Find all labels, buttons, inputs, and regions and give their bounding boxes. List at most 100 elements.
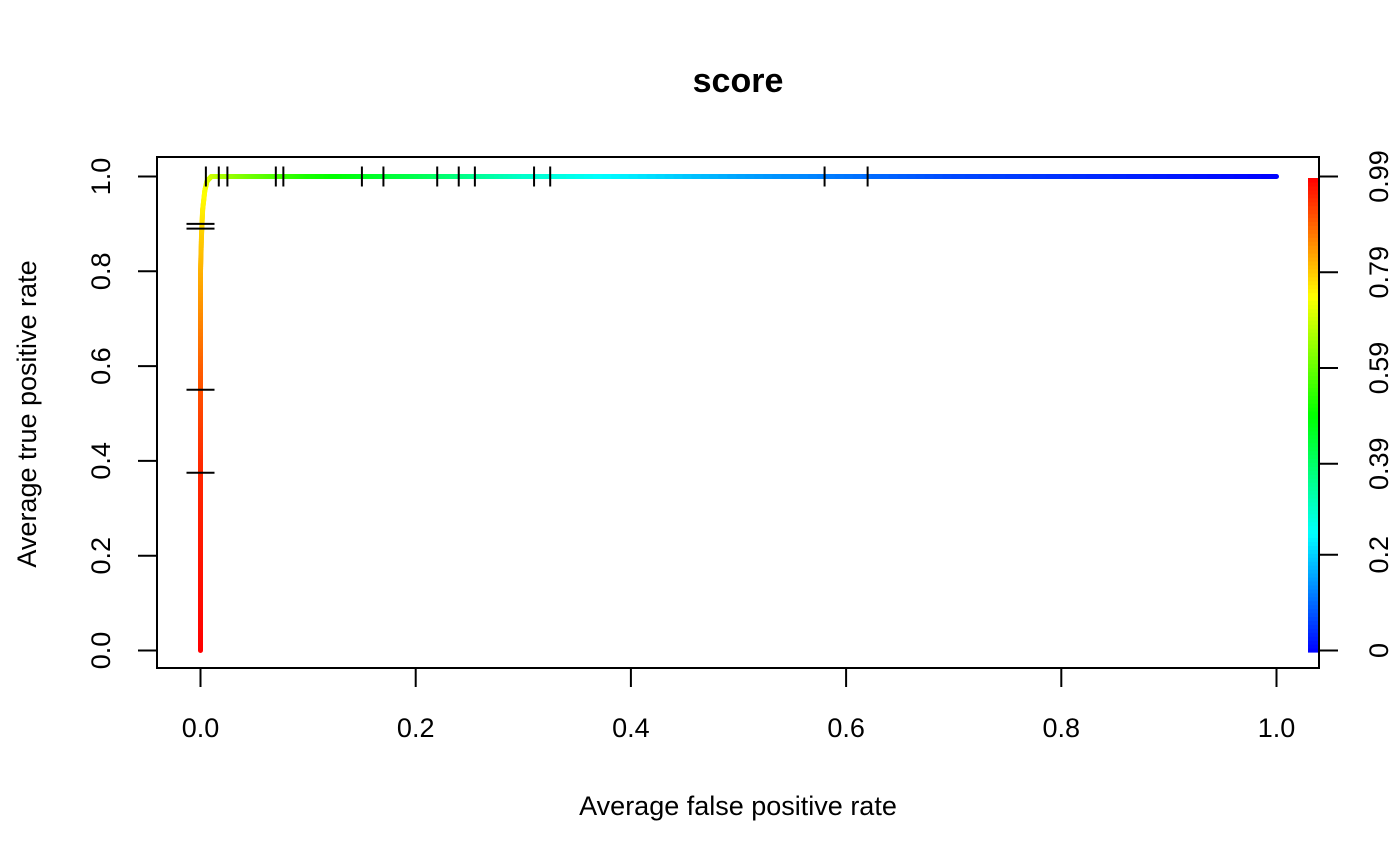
- error-bars: [186, 166, 869, 474]
- colorbar-segment: [1308, 434, 1318, 440]
- x-tick-label: 0.0: [182, 713, 220, 743]
- colorbar-segment: [1308, 454, 1318, 460]
- colorbar-segment: [1308, 573, 1318, 578]
- colorbar-segment: [1308, 466, 1318, 471]
- x-tick-label: 1.0: [1258, 713, 1296, 743]
- colorbar-segment: [1308, 470, 1318, 475]
- colorbar-segment: [1308, 430, 1318, 436]
- colorbar-segment: [1308, 482, 1318, 487]
- colorbar-segment: [1308, 320, 1318, 325]
- colorbar-segment: [1308, 363, 1318, 369]
- colorbar-segment: [1308, 505, 1318, 511]
- colorbar-segment: [1308, 648, 1318, 653]
- colorbar-segment: [1308, 644, 1318, 649]
- x-axis: 0.0 0.2 0.4 0.6 0.8 1.0: [182, 668, 1296, 743]
- colorbar-segment: [1308, 545, 1318, 550]
- colorbar-segment: [1308, 288, 1318, 294]
- colorbar-tick-label: 0.39: [1364, 437, 1394, 490]
- colorbar-segment: [1308, 588, 1318, 594]
- colorbar-segment: [1308, 339, 1318, 345]
- colorbar-segment: [1308, 628, 1318, 633]
- colorbar-segment: [1308, 336, 1318, 341]
- colorbar-segment: [1308, 501, 1318, 507]
- colorbar-axis: 0 0.2 0.39 0.59 0.79 0.99: [1319, 150, 1394, 658]
- colorbar-segment: [1308, 268, 1318, 274]
- colorbar-segment: [1308, 312, 1318, 317]
- colorbar-segment: [1308, 497, 1318, 503]
- colorbar-segment: [1308, 632, 1318, 637]
- colorbar-segment: [1308, 260, 1318, 266]
- colorbar-segment: [1308, 276, 1318, 282]
- colorbar-segment: [1308, 403, 1318, 408]
- colorbar-segment: [1308, 549, 1318, 554]
- colorbar-segment: [1308, 201, 1318, 207]
- colorbar-segment: [1308, 213, 1318, 219]
- colorbar-segment: [1308, 308, 1318, 313]
- colorbar-segment: [1308, 608, 1318, 614]
- colorbar-segment: [1308, 418, 1318, 424]
- colorbar-segment: [1308, 359, 1318, 365]
- colorbar-tick-label: 0.2: [1364, 536, 1394, 574]
- colorbar-segment: [1308, 221, 1318, 226]
- colorbar-segment: [1308, 541, 1318, 546]
- colorbar-segment: [1308, 304, 1318, 309]
- colorbar-segment: [1308, 229, 1318, 234]
- colorbar-segment: [1308, 616, 1318, 621]
- colorbar-segment: [1308, 561, 1318, 566]
- colorbar-segment: [1308, 624, 1318, 629]
- colorbar-segment: [1308, 604, 1318, 610]
- colorbar-segment: [1308, 391, 1318, 396]
- colorbar-segment: [1308, 438, 1318, 444]
- colorbar-segment: [1308, 576, 1318, 582]
- colorbar-segment: [1308, 620, 1318, 625]
- plot-frame: [156, 156, 1320, 669]
- colorbar-segment: [1308, 347, 1318, 353]
- colorbar-segment: [1308, 280, 1318, 286]
- colorbar-segment: [1308, 600, 1318, 606]
- x-tick-label: 0.8: [1043, 713, 1081, 743]
- colorbar-segment: [1308, 517, 1318, 523]
- colorbar-segment: [1308, 565, 1318, 570]
- y-axis-label: Average true positive rate: [12, 260, 42, 567]
- y-tick-label: 0.6: [86, 347, 116, 385]
- colorbar-segment: [1308, 241, 1318, 246]
- colorbar-segment: [1308, 343, 1318, 349]
- colorbar-segment: [1308, 225, 1318, 230]
- colorbar-segment: [1308, 296, 1318, 302]
- colorbar-segment: [1308, 640, 1318, 645]
- colorbar-segment: [1308, 181, 1318, 187]
- colorbar-segment: [1308, 462, 1318, 467]
- colorbar-segment: [1308, 332, 1318, 337]
- colorbar-segment: [1308, 415, 1318, 420]
- colorbar-segment: [1308, 189, 1318, 195]
- colorbar-segment: [1308, 407, 1318, 412]
- colorbar-segment: [1308, 450, 1318, 456]
- colorbar-segment: [1308, 580, 1318, 586]
- roc-curve: [198, 174, 1279, 653]
- colorbar-segment: [1308, 636, 1318, 641]
- colorbar-segment: [1308, 355, 1318, 361]
- colorbar-segment: [1308, 292, 1318, 298]
- colorbar-tick-label: 0.59: [1364, 342, 1394, 395]
- colorbar-segment: [1308, 383, 1318, 388]
- colorbar-tick-label: 0.99: [1364, 150, 1394, 203]
- colorbar-segment: [1308, 249, 1318, 254]
- colorbar-segment: [1308, 193, 1318, 199]
- colorbar-segment: [1308, 395, 1318, 400]
- colorbar-segment: [1308, 509, 1318, 515]
- colorbar-segment: [1308, 442, 1318, 448]
- colorbar-segment: [1308, 205, 1318, 211]
- colorbar-segment: [1308, 375, 1318, 381]
- colorbar-segment: [1308, 233, 1318, 238]
- colorbar-segment: [1308, 411, 1318, 416]
- colorbar-segment: [1308, 422, 1318, 428]
- colorbar-segment: [1308, 209, 1318, 215]
- x-tick-label: 0.4: [612, 713, 650, 743]
- colorbar-segment: [1308, 399, 1318, 404]
- colorbar-segment: [1308, 272, 1318, 278]
- colorbar-segment: [1308, 592, 1318, 598]
- colorbar-segment: [1308, 253, 1318, 258]
- colorbar-segment: [1308, 257, 1318, 262]
- colorbar-segment: [1308, 217, 1318, 223]
